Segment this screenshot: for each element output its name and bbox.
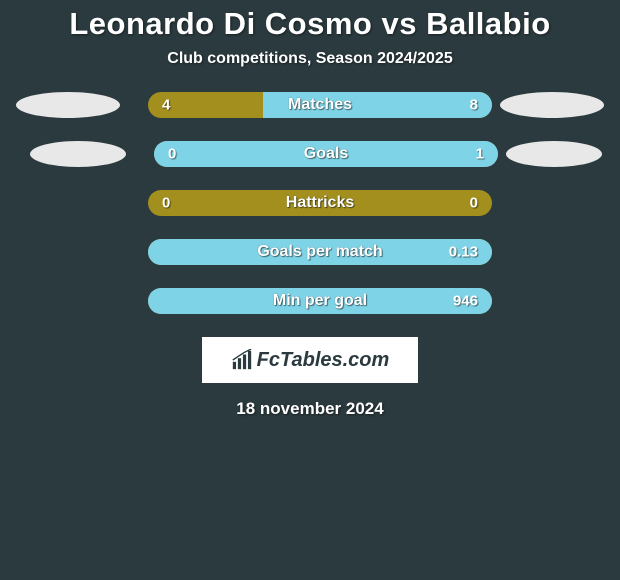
stat-right-value: 0.13 bbox=[449, 244, 478, 261]
stat-label: Min per goal bbox=[273, 292, 367, 310]
stat-right-value: 1 bbox=[476, 146, 484, 163]
chart-icon bbox=[231, 349, 253, 371]
stat-bar: 0 Goals 1 bbox=[154, 141, 498, 167]
comparison-infographic: Leonardo Di Cosmo vs Ballabio Club compe… bbox=[0, 0, 620, 419]
stat-bar: Goals per match 0.13 bbox=[148, 239, 492, 265]
stat-right-value: 8 bbox=[470, 97, 478, 114]
stat-label: Goals bbox=[304, 145, 348, 163]
stat-row: 0 Goals 1 bbox=[0, 141, 620, 167]
stat-bar: 0 Hattricks 0 bbox=[148, 190, 492, 216]
stat-bar: Min per goal 946 bbox=[148, 288, 492, 314]
player-right-marker bbox=[506, 141, 602, 167]
stat-row: 4 Matches 8 bbox=[0, 92, 620, 118]
stat-row: Min per goal 946 bbox=[0, 288, 620, 314]
stat-label: Hattricks bbox=[286, 194, 354, 212]
logo-box: FcTables.com bbox=[202, 337, 418, 383]
logo-text: FcTables.com bbox=[257, 349, 390, 372]
player-right-marker bbox=[500, 92, 604, 118]
player-left-marker bbox=[30, 141, 126, 167]
stat-left-value: 0 bbox=[162, 195, 170, 212]
stat-row: 0 Hattricks 0 bbox=[0, 190, 620, 216]
stat-rows: 4 Matches 8 0 Goals 1 0 Hattricks 0 Goals per mat… bbox=[0, 92, 620, 314]
player-left-marker bbox=[16, 92, 120, 118]
stat-left-value: 4 bbox=[162, 97, 170, 114]
stat-row: Goals per match 0.13 bbox=[0, 239, 620, 265]
stat-right-value: 946 bbox=[453, 293, 478, 310]
date-text: 18 november 2024 bbox=[0, 399, 620, 419]
stat-label: Goals per match bbox=[257, 243, 382, 261]
subtitle: Club competitions, Season 2024/2025 bbox=[0, 50, 620, 68]
stat-bar: 4 Matches 8 bbox=[148, 92, 492, 118]
logo: FcTables.com bbox=[231, 349, 390, 372]
page-title: Leonardo Di Cosmo vs Ballabio bbox=[0, 6, 620, 42]
stat-right-value: 0 bbox=[470, 195, 478, 212]
stat-label: Matches bbox=[288, 96, 352, 114]
stat-left-value: 0 bbox=[168, 146, 176, 163]
